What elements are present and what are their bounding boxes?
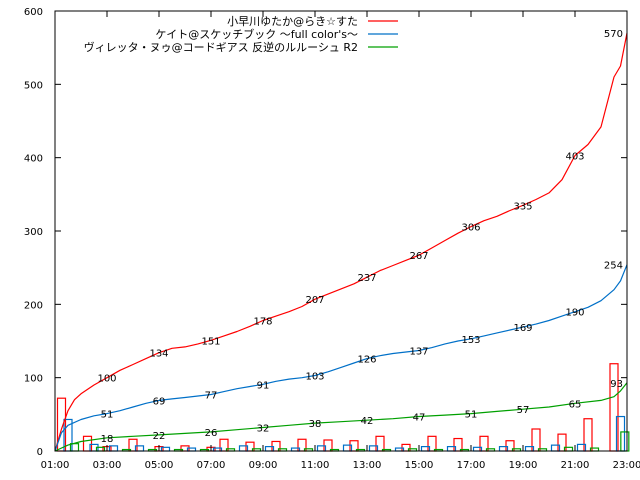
series-1-point-label: 306 xyxy=(461,223,480,234)
x-tick-label: 17:00 xyxy=(457,460,486,471)
series-1-point-label: 151 xyxy=(201,336,220,347)
x-tick-label: 23:00 xyxy=(613,460,640,471)
x-tick-label: 21:00 xyxy=(561,460,590,471)
series-1-point-label: 570 xyxy=(604,29,623,40)
axes-layer: 01:00 03:00 05:00 07:00 09:00 11:00 13:00 15:00… xyxy=(24,7,640,471)
series-3-point-label: 51 xyxy=(465,410,478,421)
y-tick-label: 200 xyxy=(24,300,43,311)
y-tick-label: 100 xyxy=(24,374,43,385)
series-2-point-label: 51 xyxy=(101,410,114,421)
series-3-point-label: 22 xyxy=(153,431,166,442)
y-tick-label: 500 xyxy=(24,80,43,91)
series-3-point-label: 93 xyxy=(610,379,623,390)
x-tick-label: 11:00 xyxy=(301,460,330,471)
x-tick-label: 07:00 xyxy=(197,460,226,471)
series-2-point-label: 153 xyxy=(461,335,480,346)
series-3-point-label: 38 xyxy=(309,419,322,430)
series-3-point-label: 47 xyxy=(413,413,426,424)
x-tick-label: 15:00 xyxy=(405,460,434,471)
series-2-point-label: 137 xyxy=(409,347,428,358)
series-1-point-label: 237 xyxy=(357,273,376,284)
lines-layer xyxy=(54,32,628,452)
series-3-line xyxy=(54,382,628,452)
y-tick-label: 300 xyxy=(24,227,43,238)
plot-frame xyxy=(54,10,628,452)
series-2-line xyxy=(54,264,628,452)
series-3-point-label: 26 xyxy=(205,428,218,439)
series-1-point-label: 335 xyxy=(513,201,532,212)
series-2-point-label: 69 xyxy=(153,396,166,407)
y-tick-label: 600 xyxy=(24,7,43,18)
series-1-point-label: 207 xyxy=(305,295,324,306)
x-tick-label: 03:00 xyxy=(93,460,122,471)
x-tick-label: 19:00 xyxy=(509,460,538,471)
y-tick-label: 400 xyxy=(24,154,43,165)
series-3-point-label: 18 xyxy=(101,434,114,445)
series-2-point-label: 190 xyxy=(565,308,584,319)
series-3-point-label: 65 xyxy=(569,399,582,410)
x-tick-label: 13:00 xyxy=(353,460,382,471)
series-3-point-label: 42 xyxy=(361,416,374,427)
legend-label-3: ヴィレッタ・ヌゥ@コードギアス 反逆のルルーシュ R2 xyxy=(84,40,358,54)
series-2-point-label: 103 xyxy=(305,371,324,382)
series-3-point-label: 32 xyxy=(257,424,270,435)
series-1-point-label: 267 xyxy=(409,251,428,262)
series-1-point-label: 134 xyxy=(149,349,168,360)
series-1-point-label: 100 xyxy=(97,374,116,385)
x-tick-label: 09:00 xyxy=(249,460,278,471)
series-2-point-label: 77 xyxy=(205,391,218,402)
series-2-point-label: 126 xyxy=(357,355,376,366)
series-2-point-label: 91 xyxy=(257,380,270,391)
point-labels-layer: 100 134 151 178 207 237 267 306 335 403 570 51 69 77 9… xyxy=(97,29,623,445)
series-2-point-label: 254 xyxy=(604,261,623,272)
series-1-point-label: 178 xyxy=(253,316,272,327)
x-tick-label: 01:00 xyxy=(41,460,70,471)
legend-label-2: ケイト@スケッチブック 〜full color's〜 xyxy=(155,27,358,41)
series-2-point-label: 169 xyxy=(513,323,532,334)
x-tick-label: 05:00 xyxy=(145,460,174,471)
series-1-point-label: 403 xyxy=(565,151,584,162)
series-3-point-label: 57 xyxy=(517,405,530,416)
y-tick-label: 0 xyxy=(37,447,43,458)
series-1-line xyxy=(54,32,628,452)
legend-label-1: 小早川ゆたか@らき☆すた xyxy=(227,15,358,28)
